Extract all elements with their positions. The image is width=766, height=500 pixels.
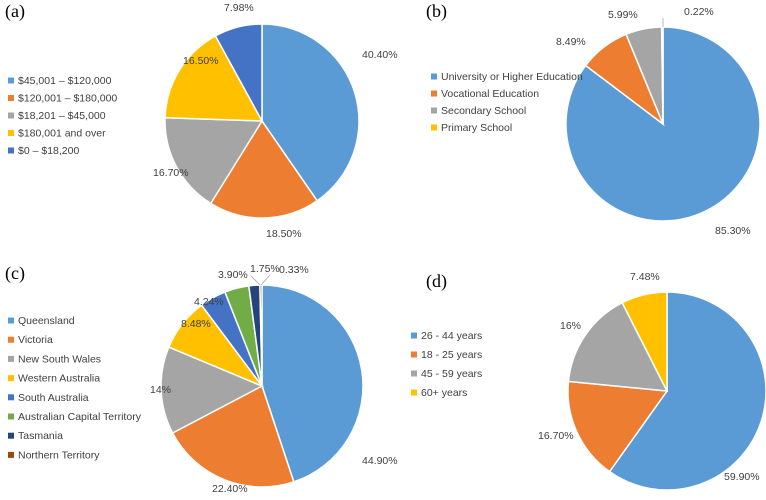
pie-slice-a-120-001-180-000 <box>209 119 319 219</box>
pie-slice-d-26-44-years <box>608 291 766 491</box>
legend-swatch-d-45-59-years <box>411 370 417 377</box>
legend-swatch-d-18-25-years <box>411 351 417 358</box>
data-label-b-university-or-higher-education: 85.30% <box>715 225 751 237</box>
legend-label-c-northern-territory: Northern Territory <box>18 449 100 461</box>
data-label-c-western-australia: 8.48% <box>181 318 211 330</box>
legend-label-a-18-201-45-000: $18,201 – $45,000 <box>18 110 106 122</box>
pie-panel-b: (b) 85.30% 8.49% 5.99% 0.22% University or Hi… <box>426 1 761 237</box>
legend-label-a-180-001-and-over: $180,001 and over <box>18 128 106 140</box>
data-label-c-victoria: 22.40% <box>212 483 248 495</box>
pie-slice-a-0-18-200 <box>214 23 263 122</box>
data-label-c-northern-territory: 0.33% <box>279 264 309 276</box>
pie-slice-c-new-south-wales <box>160 346 264 434</box>
data-label-a-18-201-45-000: 16.70% <box>153 167 189 179</box>
legend-swatch-b-vocational-education <box>431 90 437 97</box>
legend-swatch-b-primary-school <box>431 124 437 131</box>
legend-swatch-c-victoria <box>8 336 14 343</box>
pie-panel-c: (c) 44.90% 22.40% 14% 8.48% 4.24% 3.90% 1.75% 0.… <box>5 263 398 495</box>
legend-swatch-c-northern-territory <box>8 451 14 458</box>
data-label-d-60-years: 7.48% <box>630 271 660 283</box>
data-label-c-queensland: 44.90% <box>362 455 398 467</box>
legend-label-d-60-years: 60+ years <box>421 387 467 399</box>
pie-slice-c-queensland <box>261 284 364 483</box>
data-label-a-45-001-120-000: 40.40% <box>362 49 398 61</box>
pie-slice-d-18-25-years <box>567 380 669 473</box>
data-label-c-australian-capital-territory: 3.90% <box>218 269 248 281</box>
panel-label-d: (d) <box>426 271 447 292</box>
legend-label-b-secondary-school: Secondary School <box>441 105 526 117</box>
legend-label-a-0-18-200: $0 – $18,200 <box>18 145 79 157</box>
pie-slice-d-45-59-years <box>567 301 669 392</box>
data-label-b-secondary-school: 5.99% <box>608 9 638 21</box>
data-label-c-south-australia: 4.24% <box>194 296 224 308</box>
legend-swatch-a-45-001-120-000 <box>8 77 14 84</box>
legend-swatch-c-new-south-wales <box>8 355 14 362</box>
legend-label-c-western-australia: Western Australia <box>18 373 100 385</box>
leader-line-c-1 <box>260 274 271 286</box>
legend-label-c-queensland: Queensland <box>18 315 75 327</box>
data-label-b-vocational-education: 8.49% <box>556 36 586 48</box>
legend-swatch-b-university-or-higher-education <box>431 73 437 80</box>
data-label-c-tasmania: 1.75% <box>250 263 280 275</box>
pie-slice-a-45-001-120-000 <box>261 23 360 202</box>
data-label-d-45-59-years: 16% <box>560 320 581 332</box>
panel-label-c: (c) <box>5 263 25 284</box>
legend-label-c-victoria: Victoria <box>18 334 53 346</box>
data-label-b-primary-school: 0.22% <box>684 6 714 18</box>
pie-panel-a: (a) 40.40% 18.50% 16.70% 16.50% 7.98% $45,001 … <box>5 1 398 240</box>
legend-swatch-a-18-201-45-000 <box>8 112 14 119</box>
legend-label-d-26-44-years: 26 - 44 years <box>421 330 482 342</box>
pie-slice-c-victoria <box>171 384 295 488</box>
legend-label-c-australian-capital-territory: Australian Capital Territory <box>18 411 142 423</box>
legend-swatch-c-western-australia <box>8 375 14 382</box>
legend-swatch-c-australian-capital-territory <box>8 413 14 420</box>
data-label-d-18-25-years: 16.70% <box>538 430 574 442</box>
data-label-a-120-001-180-000: 18.50% <box>266 228 302 240</box>
legend-label-a-120-001-180-000: $120,001 – $180,000 <box>18 93 117 105</box>
legend-swatch-c-tasmania <box>8 432 14 439</box>
pie-slice-a-18-201-45-000 <box>164 116 264 205</box>
legend-swatch-a-120-001-180-000 <box>8 95 14 101</box>
legend-label-b-vocational-education: Vocational Education <box>441 88 539 100</box>
legend-swatch-a-0-18-200 <box>8 147 14 154</box>
legend-swatch-d-60-years <box>411 389 417 396</box>
panel-label-a: (a) <box>5 1 25 22</box>
panel-label-b: (b) <box>426 1 447 22</box>
data-label-a-0-18-200: 7.98% <box>224 2 254 14</box>
legend-swatch-c-queensland <box>8 317 14 324</box>
legend-label-c-new-south-wales: New South Wales <box>18 353 101 365</box>
pie-panel-d: (d) 59.90% 16.70% 16% 7.48% 26 - 44 years 18 -… <box>411 271 766 491</box>
legend-swatch-d-26-44-years <box>411 332 417 339</box>
legend-label-b-university-or-higher-education: University or Higher Education <box>441 71 583 83</box>
legend-label-d-18-25-years: 18 - 25 years <box>421 349 482 361</box>
legend-swatch-b-secondary-school <box>431 107 437 114</box>
data-label-d-26-44-years: 59.90% <box>724 471 760 483</box>
legend-swatch-c-south-australia <box>8 394 14 401</box>
pie-slice-d-60-years <box>621 291 668 392</box>
legend-label-b-primary-school: Primary School <box>441 122 512 134</box>
legend-swatch-a-180-001-and-over <box>8 130 14 136</box>
pie-slice-a-180-001-and-over <box>164 34 264 122</box>
legend-label-a-45-001-120-000: $45,001 – $120,000 <box>18 75 112 87</box>
leader-line-c-0 <box>250 275 261 286</box>
legend-label-d-45-59-years: 45 - 59 years <box>421 368 482 380</box>
legend-label-c-tasmania: Tasmania <box>18 430 63 442</box>
data-label-c-new-south-wales: 14% <box>150 384 171 396</box>
data-label-a-180-001-and-over: 16.50% <box>183 55 219 67</box>
legend-label-c-south-australia: South Australia <box>18 392 89 404</box>
